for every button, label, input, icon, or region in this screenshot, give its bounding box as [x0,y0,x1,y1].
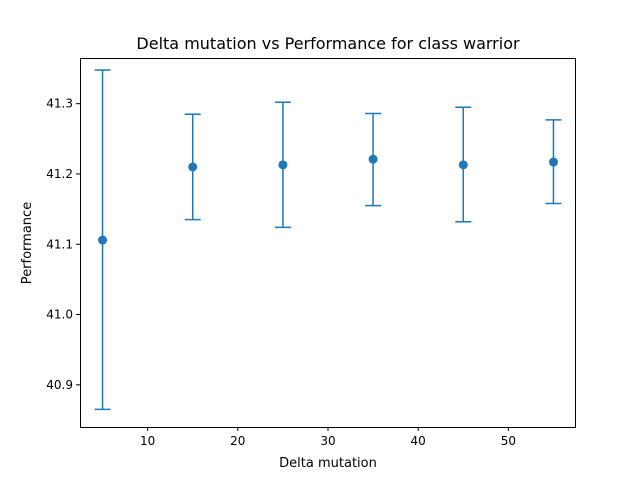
data-point [368,154,378,164]
y-axis-label: Performance [20,202,35,284]
y-tick-label: 41.2 [46,167,73,181]
chart-title: Delta mutation vs Performance for class … [136,34,520,53]
y-tick-label: 41.1 [46,237,73,251]
data-points [94,69,562,411]
x-tick-label: 20 [230,434,245,448]
x-axis-label: Delta mutation [279,456,377,471]
x-tick-label: 50 [501,434,516,448]
data-point [188,162,198,172]
x-tick-label: 30 [320,434,335,448]
x-tick-label: 40 [411,434,426,448]
plot-frame [80,58,576,428]
x-tick-label: 10 [140,434,155,448]
data-point [278,160,288,170]
data-point [548,157,558,167]
y-tick-label: 40.9 [46,378,73,392]
y-tick-label: 41.0 [46,308,73,322]
x-axis: 10 20 30 40 50 [140,427,516,448]
y-tick-label: 41.3 [46,97,73,111]
data-point [98,235,108,245]
y-axis: 40.9 41.0 41.1 41.2 41.3 [46,97,80,392]
data-point [458,160,468,170]
